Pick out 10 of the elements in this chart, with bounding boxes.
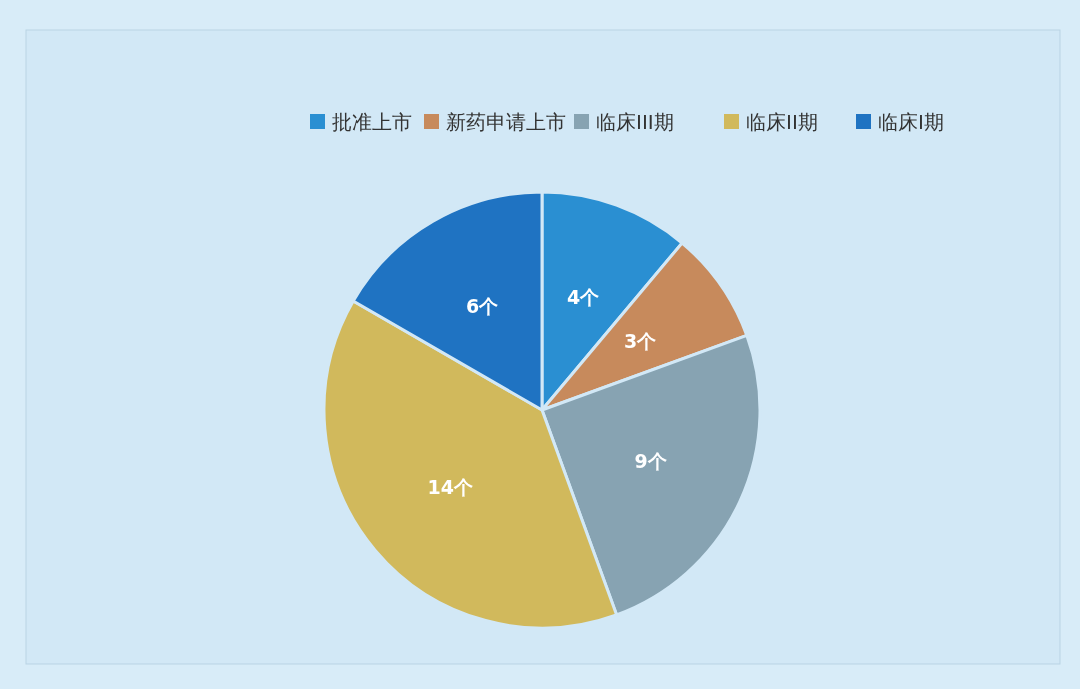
legend-label: 批准上市 xyxy=(332,110,412,134)
legend-label: 临床I期 xyxy=(878,110,944,134)
data-label: 4个 xyxy=(566,286,601,309)
legend-label: 临床III期 xyxy=(596,110,674,134)
legend-label: 新药申请上市 xyxy=(446,110,566,134)
data-label: 14个 xyxy=(427,476,474,499)
data-label: 9个 xyxy=(634,449,668,472)
data-label: 6个 xyxy=(465,295,500,318)
legend-label: 临床II期 xyxy=(746,110,818,134)
data-label: 3个 xyxy=(624,330,658,353)
